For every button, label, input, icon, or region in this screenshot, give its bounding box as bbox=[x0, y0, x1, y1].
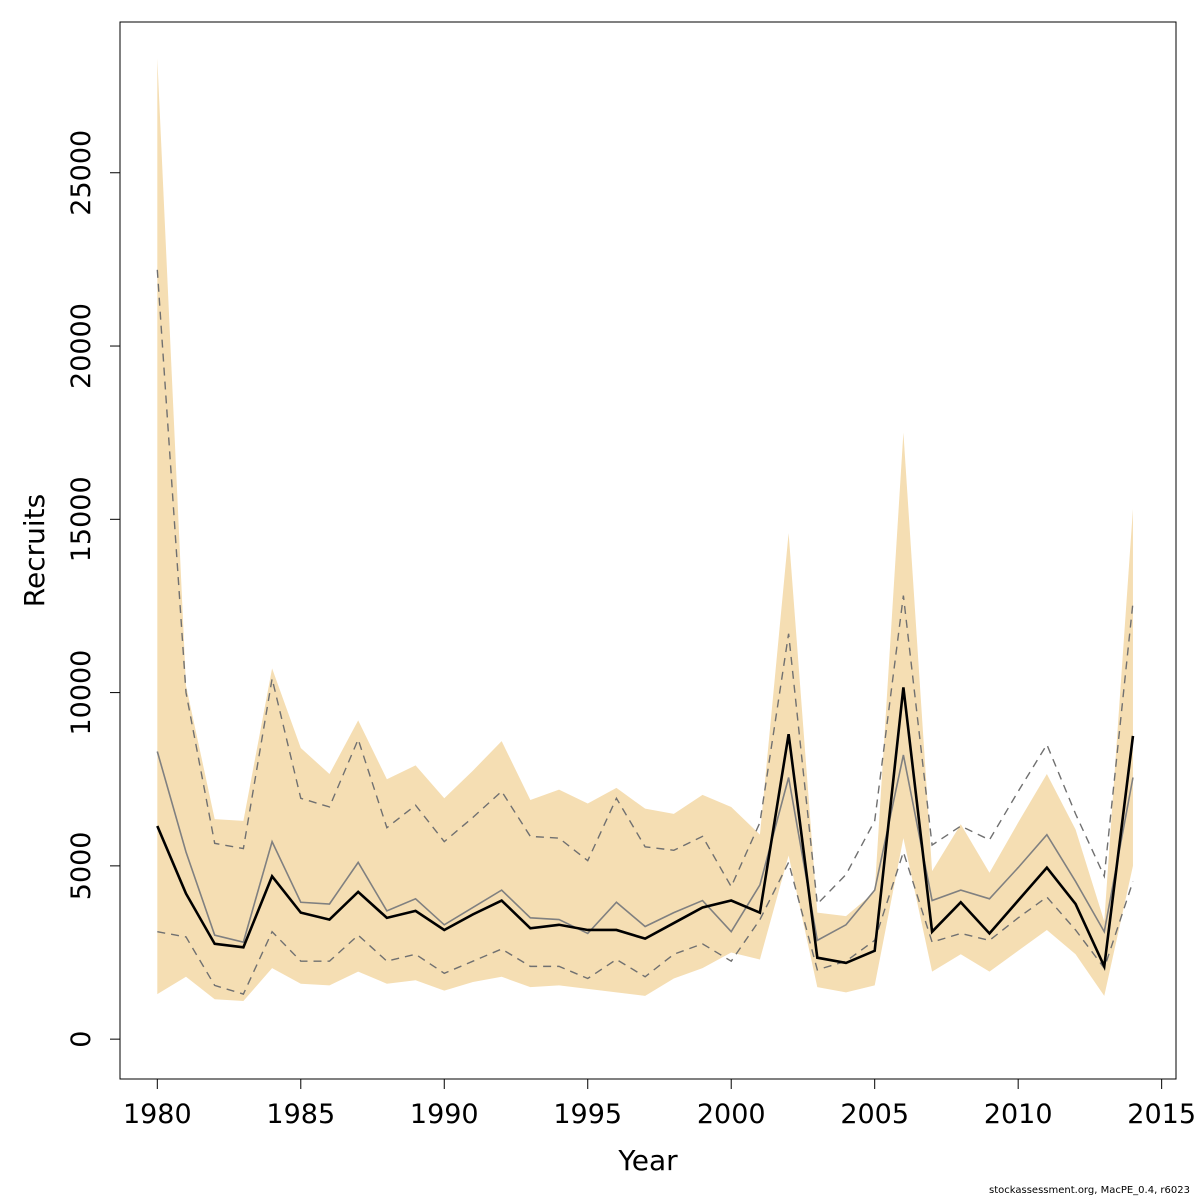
x-tick-label: 1990 bbox=[410, 1099, 479, 1130]
x-tick-label: 1995 bbox=[553, 1099, 622, 1130]
y-tick-label: 5000 bbox=[66, 832, 97, 901]
y-tick-label: 20000 bbox=[66, 303, 97, 389]
axes-layer: 1980 1985 1990 1995 2000 2005 2010 2015 0 5000 100… bbox=[66, 130, 1196, 1130]
y-tick-label: 10000 bbox=[66, 650, 97, 736]
x-tick-label: 1980 bbox=[123, 1099, 192, 1130]
x-tick-label: 2000 bbox=[697, 1099, 766, 1130]
confidence-band bbox=[157, 58, 1133, 1002]
x-tick-label: 2015 bbox=[1127, 1099, 1196, 1130]
x-tick-label: 2010 bbox=[984, 1099, 1053, 1130]
y-tick-label: 0 bbox=[66, 1031, 97, 1048]
x-tick-label: 1985 bbox=[266, 1099, 335, 1130]
median-line bbox=[156, 751, 1134, 944]
y-axis-title: Recruits bbox=[18, 494, 51, 607]
x-tick-label: 2005 bbox=[840, 1099, 909, 1130]
estimate-line bbox=[156, 687, 1135, 972]
lower-interval-line bbox=[157, 849, 1134, 995]
footer-credit: stockassessment.org, MacPE_0.4, r6023 bbox=[989, 1185, 1190, 1196]
y-tick-label: 15000 bbox=[66, 476, 97, 562]
upper-interval-line bbox=[156, 269, 1134, 906]
y-tick-label: 25000 bbox=[66, 130, 97, 216]
confidence-band-layer bbox=[157, 58, 1133, 1002]
series-lines-layer bbox=[156, 269, 1135, 995]
x-axis-title: Year bbox=[617, 1144, 678, 1177]
